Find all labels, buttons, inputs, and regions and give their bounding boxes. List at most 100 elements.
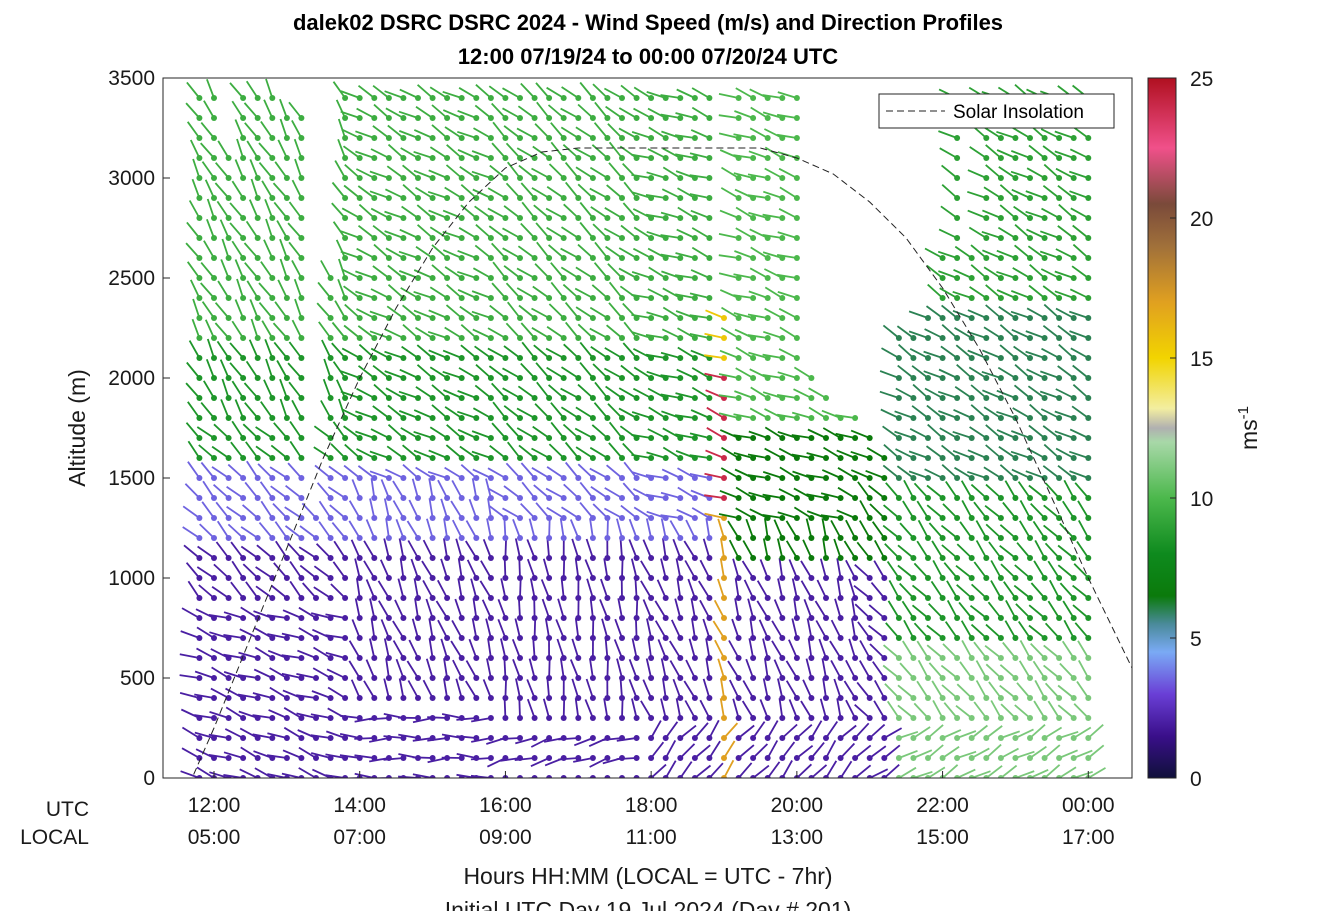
wind-barb-staff: [956, 543, 973, 559]
wind-barb-staff: [779, 466, 798, 479]
wind-barb-staff: [517, 245, 536, 259]
wind-barb-point: [502, 515, 509, 521]
wind-barb-staff: [631, 174, 652, 179]
wind-barb-point: [1027, 375, 1033, 381]
wind-barb-point: [298, 155, 305, 161]
wind-barb-point: [385, 195, 392, 201]
wind-barb-point: [502, 455, 509, 461]
wind-barb-staff: [723, 722, 739, 739]
wind-barb-staff: [749, 368, 769, 379]
wind-barb-staff: [648, 406, 667, 419]
wind-barb-point: [196, 575, 203, 581]
wind-barb-staff: [996, 249, 1016, 259]
wind-barb-point: [211, 235, 217, 241]
wind-barb-staff: [546, 538, 550, 559]
wind-barb-point: [531, 235, 538, 241]
wind-barb-point: [881, 735, 888, 741]
wind-barb-point: [925, 755, 931, 761]
wind-barb-point: [458, 515, 465, 521]
wind-barb-staff: [967, 349, 987, 359]
wind-barb-point: [517, 255, 523, 261]
wind-barb-point: [356, 715, 363, 721]
wind-barb-point: [750, 695, 757, 701]
wind-barb-staff: [187, 461, 201, 479]
wind-barb-staff: [548, 517, 551, 539]
wind-barb-point: [254, 135, 261, 141]
wind-barb-staff: [923, 370, 943, 379]
wind-barb-point: [1041, 175, 1048, 181]
wind-barb-point: [604, 575, 611, 581]
wind-barb-point: [517, 475, 523, 481]
wind-barb-point: [240, 715, 247, 721]
wind-barb-staff: [764, 307, 783, 319]
wind-barb-point: [633, 595, 640, 601]
wind-barb-point: [691, 495, 698, 501]
wind-barb-point: [823, 675, 829, 681]
wind-barb-point: [852, 715, 859, 721]
wind-barb-staff: [968, 226, 987, 239]
wind-barb-staff: [1010, 150, 1031, 159]
wind-barb-point: [240, 355, 247, 361]
wind-barb-staff: [313, 425, 332, 439]
wind-barb-staff: [227, 523, 244, 539]
wind-barb-point: [400, 455, 407, 461]
wind-barb-point: [444, 295, 451, 301]
wind-barb-point: [517, 335, 523, 341]
wind-barb-staff: [616, 658, 623, 679]
wind-barb-point: [225, 315, 232, 321]
wind-barb-point: [298, 175, 305, 181]
wind-barb-staff: [1012, 127, 1031, 139]
wind-barb-staff: [752, 721, 766, 739]
wind-barb-staff: [1072, 364, 1089, 379]
wind-barb-staff: [397, 578, 405, 599]
wind-barb-staff: [600, 578, 609, 599]
wind-barb-point: [298, 215, 305, 221]
wind-barb-point: [619, 155, 625, 161]
wind-barb-point: [823, 775, 829, 778]
wind-barb-point: [925, 675, 931, 681]
wind-barb-staff: [326, 668, 346, 679]
wind-barb-point: [1056, 575, 1063, 581]
wind-barb-point: [997, 175, 1004, 181]
wind-barb-staff: [460, 344, 477, 359]
wind-barb-point: [546, 415, 553, 421]
wind-barb-point: [371, 535, 378, 541]
wind-barb-staff: [416, 364, 434, 379]
wind-barb-staff: [452, 659, 463, 679]
wind-barb-staff: [823, 446, 842, 459]
wind-barb-point: [240, 635, 247, 641]
wind-barb-staff: [451, 519, 463, 539]
wind-barb-point: [487, 675, 494, 681]
wind-barb-point: [1070, 155, 1077, 161]
wind-barb-staff: [881, 347, 900, 359]
wind-barb-staff: [691, 227, 710, 239]
wind-barb-point: [779, 195, 786, 201]
wind-barb-point: [983, 255, 990, 261]
wind-barb-staff: [237, 674, 258, 679]
wind-barb-point: [706, 335, 713, 341]
wind-barb-staff: [406, 520, 419, 539]
wind-barb-staff: [763, 190, 783, 199]
wind-barb-staff: [618, 247, 638, 259]
wind-barb-staff: [351, 619, 361, 639]
wind-barb-staff: [480, 560, 492, 579]
wind-barb-staff: [386, 445, 404, 459]
wind-barb-staff: [398, 130, 419, 139]
wind-barb-point: [473, 495, 480, 501]
wind-barb-point: [560, 255, 567, 261]
wind-barb-staff: [471, 310, 492, 319]
wind-barb-point: [240, 495, 247, 501]
wind-barb-point: [633, 215, 640, 221]
wind-barb-staff: [468, 638, 478, 659]
wind-barb-staff: [234, 259, 244, 279]
wind-barb-point: [808, 695, 815, 701]
wind-barb-point: [444, 135, 451, 141]
wind-barb-point: [400, 475, 407, 481]
wind-barb-point: [954, 595, 961, 601]
wind-barb-staff: [385, 247, 404, 259]
wind-barb-staff: [677, 206, 696, 219]
wind-barb-staff: [487, 757, 506, 768]
wind-barb-staff: [350, 539, 361, 559]
wind-barb-staff: [458, 227, 477, 239]
wind-barb-point: [910, 695, 917, 701]
